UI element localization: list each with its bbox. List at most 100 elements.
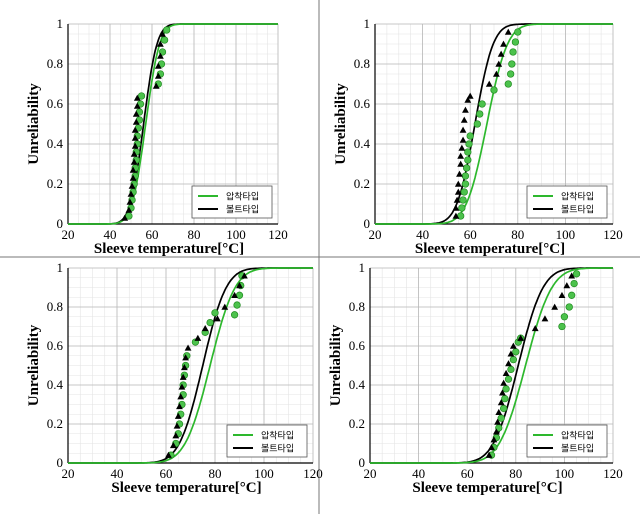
- y-tick-label: 0.6: [354, 96, 371, 111]
- data-point-crimp: [511, 38, 520, 46]
- data-point-bolt: [159, 30, 166, 37]
- y-tick-label: 0: [364, 216, 371, 231]
- y-tick-label: 0.2: [47, 176, 63, 191]
- series-line-crimp: [68, 23, 278, 225]
- y-tick-label: 0.6: [47, 96, 64, 111]
- data-point-bolt: [517, 334, 525, 341]
- x-tick-label: 120: [303, 466, 323, 481]
- data-point-bolt: [231, 291, 238, 299]
- legend-label-crimp: 압착타입: [561, 191, 594, 203]
- x-tick-label: 80: [509, 466, 522, 481]
- data-point-bolt: [488, 444, 495, 451]
- data-point-bolt: [490, 436, 498, 443]
- data-point-bolt: [459, 126, 467, 133]
- data-point-bolt: [502, 369, 510, 377]
- x-axis-label: Sleeve temperature[°C]: [415, 241, 565, 257]
- data-point-bolt: [130, 150, 138, 157]
- y-tick-label: 0.8: [47, 56, 63, 71]
- data-point-crimp: [460, 188, 468, 196]
- data-point-crimp: [461, 180, 470, 188]
- data-point-bolt: [551, 303, 559, 310]
- data-point-bolt: [165, 451, 172, 458]
- data-point-crimp: [497, 414, 505, 422]
- data-point-bolt: [129, 166, 137, 173]
- data-point-crimp: [570, 279, 578, 288]
- data-point-crimp: [501, 395, 509, 403]
- y-tick-label: 0: [359, 455, 366, 470]
- data-point-crimp: [502, 385, 510, 393]
- legend-label-bolt: 볼트타입: [561, 443, 594, 455]
- data-point-crimp: [572, 270, 581, 278]
- data-point-crimp: [507, 70, 515, 78]
- data-point-bolt: [457, 160, 465, 167]
- data-point-bolt: [507, 350, 515, 357]
- data-point-bolt: [454, 188, 462, 195]
- data-point-bolt: [157, 52, 164, 59]
- data-point-crimp: [490, 86, 498, 94]
- x-tick-label: 120: [268, 227, 288, 242]
- data-point-crimp: [478, 100, 486, 108]
- data-point-crimp: [509, 356, 518, 364]
- data-point-bolt: [509, 342, 517, 349]
- data-point-bolt: [485, 80, 493, 87]
- legend-label-bolt: 볼트타입: [261, 443, 294, 455]
- x-axis-label: Sleeve temperature[°C]: [111, 480, 261, 496]
- data-point-crimp: [163, 26, 171, 34]
- data-point-bolt: [125, 206, 133, 213]
- data-point-crimp: [504, 375, 513, 383]
- y-tick-label: 0.8: [349, 299, 365, 314]
- y-tick-label: 0.8: [47, 299, 63, 314]
- data-point-crimp: [465, 140, 473, 148]
- x-tick-label: 60: [160, 466, 173, 481]
- data-point-bolt: [466, 92, 474, 99]
- chart-panel-1: 20 40 60 80 100 120 0 0.2 0.4 0.6 0.8 1 Sleeve tempe…: [26, 16, 288, 257]
- x-axis-label: Sleeve temperature[°C]: [94, 241, 244, 257]
- data-point-bolt: [236, 282, 243, 289]
- x-tick-label: 120: [603, 227, 623, 242]
- data-point-bolt: [128, 182, 136, 189]
- data-point-bolt: [568, 272, 576, 279]
- chart-panel-4: 20 40 60 80 100 120 0 0.2 0.4 0.6 0.8 1 Sleeve tempe…: [328, 260, 623, 496]
- data-point-bolt: [221, 303, 229, 310]
- data-point-bolt: [453, 196, 461, 203]
- data-point-bolt: [132, 110, 140, 117]
- y-tick-label: 0.8: [354, 56, 370, 71]
- y-axis-label: Unreliability: [26, 83, 42, 165]
- data-point-bolt: [497, 50, 505, 57]
- data-point-bolt: [492, 428, 500, 435]
- y-tick-label: 0.2: [47, 416, 63, 431]
- data-point-bolt: [182, 354, 189, 361]
- chart-panel-2: 20 40 60 80 100 120 0 0.2 0.4 0.6 0.8 1 Sleeve tempe…: [333, 16, 623, 257]
- data-point-bolt: [505, 360, 512, 367]
- data-point-bolt: [179, 373, 187, 380]
- data-point-crimp: [211, 309, 219, 317]
- legend-box: [526, 185, 608, 219]
- legend-box: [526, 424, 608, 458]
- data-point-bolt: [499, 389, 506, 396]
- data-point-bolt: [494, 418, 501, 425]
- y-tick-label: 1: [359, 260, 366, 275]
- data-point-crimp: [462, 164, 471, 172]
- data-point-crimp: [464, 148, 472, 156]
- data-point-bolt: [174, 412, 182, 419]
- x-tick-label: 60: [146, 227, 159, 242]
- y-tick-label: 1: [57, 16, 64, 31]
- x-tick-label: 40: [111, 466, 124, 481]
- data-point-crimp: [565, 303, 573, 311]
- data-point-bolt: [214, 315, 221, 322]
- y-tick-label: 0.2: [354, 176, 370, 191]
- data-point-crimp: [160, 36, 169, 44]
- y-axis-label: Unreliability: [333, 83, 349, 165]
- data-point-bolt: [452, 204, 460, 211]
- data-point-bolt: [131, 126, 139, 133]
- x-tick-label: 20: [62, 466, 75, 481]
- data-point-crimp: [459, 196, 467, 204]
- data-point-bolt: [126, 198, 134, 205]
- data-point-bolt: [194, 334, 202, 341]
- data-point-bolt: [157, 40, 164, 47]
- data-point-bolt: [121, 214, 129, 221]
- y-tick-label: 0.4: [47, 136, 64, 151]
